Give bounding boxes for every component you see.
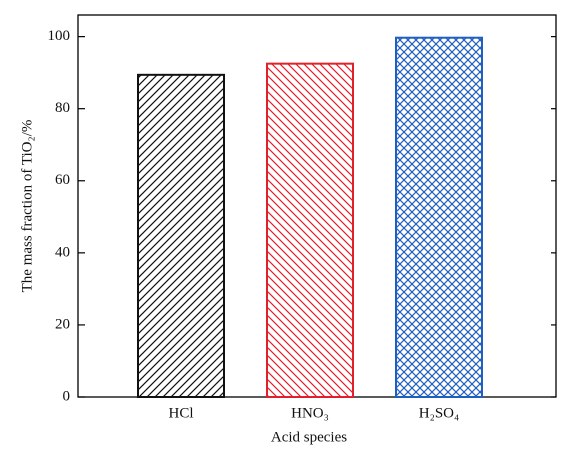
x-tick-label: H₂SO₄ <box>419 405 459 421</box>
y-tick-label: 0 <box>63 388 71 404</box>
x-tick-label: HNO₃ <box>291 405 329 421</box>
x-axis-label: Acid species <box>271 429 347 445</box>
y-tick-label: 20 <box>55 316 70 332</box>
x-tick-label: HCl <box>168 405 193 421</box>
y-tick-label: 60 <box>55 172 70 188</box>
y-tick-label: 100 <box>48 28 71 44</box>
bar <box>137 73 225 399</box>
y-axis-label: The mass fraction of TiO₂/% <box>19 120 35 293</box>
bar <box>395 36 483 399</box>
bar <box>266 62 354 399</box>
y-tick-label: 80 <box>55 100 70 116</box>
y-tick-label: 40 <box>55 244 70 260</box>
